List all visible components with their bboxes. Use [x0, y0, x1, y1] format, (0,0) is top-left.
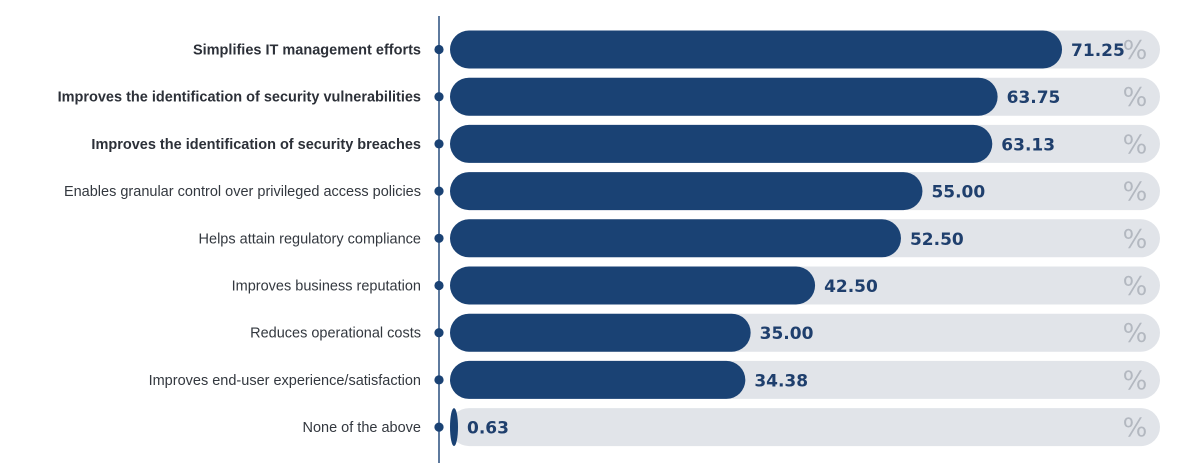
bar-row: Improves end-user experience/satisfactio…: [149, 361, 1160, 399]
bar-row: Helps attain regulatory compliance 52.50%: [199, 219, 1160, 257]
axis-dot: [434, 92, 443, 101]
bar: [450, 125, 992, 163]
bar: [450, 172, 922, 210]
percent-symbol: %: [1123, 366, 1148, 396]
value-label: 55.00: [931, 183, 985, 203]
bar: [450, 267, 815, 305]
bar-row: Simplifies IT management efforts 71.25%: [193, 31, 1160, 69]
category-label: None of the above: [302, 420, 421, 436]
bar-row: Reduces operational costs 35.00%: [250, 314, 1160, 352]
category-label: Improves the identification of security …: [58, 90, 421, 106]
percent-symbol: %: [1123, 272, 1148, 302]
percent-symbol: %: [1123, 36, 1148, 66]
bar: [450, 78, 998, 116]
category-label: Helps attain regulatory compliance: [199, 231, 421, 247]
value-label: 34.38: [754, 371, 808, 391]
percent-symbol: %: [1123, 414, 1148, 444]
axis-dot: [434, 234, 443, 243]
bar-row: Improves the identification of security …: [91, 125, 1160, 163]
category-label: Simplifies IT management efforts: [193, 43, 421, 59]
axis-dot: [434, 423, 443, 432]
bar-row: Enables granular control over privileged…: [64, 172, 1160, 210]
percent-symbol: %: [1123, 225, 1148, 255]
bar: [450, 31, 1062, 69]
category-label: Reduces operational costs: [250, 326, 421, 342]
bar-row: None of the above 0.63%: [302, 408, 1160, 446]
percent-symbol: %: [1123, 83, 1148, 113]
bar-row: Improves the identification of security …: [58, 78, 1160, 116]
value-label: 35.00: [760, 324, 814, 344]
value-label: 63.75: [1007, 88, 1061, 108]
value-label: 71.25: [1071, 41, 1125, 61]
axis-dot: [434, 45, 443, 54]
bar: [450, 361, 745, 399]
axis-dot: [434, 375, 443, 384]
value-label: 42.50: [824, 277, 878, 297]
category-label: Improves end-user experience/satisfactio…: [149, 373, 421, 389]
value-label: 0.63: [467, 419, 509, 439]
bar-row: Improves business reputation 42.50%: [232, 267, 1160, 305]
bar-track: [450, 408, 1160, 446]
chart-rows: Simplifies IT management efforts 71.25%Im…: [58, 31, 1160, 447]
category-label: Improves business reputation: [232, 279, 421, 295]
axis-dot: [434, 328, 443, 337]
percent-symbol: %: [1123, 319, 1148, 349]
value-label: 63.13: [1001, 135, 1055, 155]
axis-dot: [434, 139, 443, 148]
category-label: Improves the identification of security …: [91, 137, 421, 153]
bar: [450, 219, 901, 257]
axis-dot: [434, 187, 443, 196]
bar: [450, 408, 458, 446]
percent-symbol: %: [1123, 178, 1148, 208]
axis-dot: [434, 281, 443, 290]
category-label: Enables granular control over privileged…: [64, 184, 421, 200]
bar: [450, 314, 751, 352]
percent-symbol: %: [1123, 130, 1148, 160]
value-label: 52.50: [910, 230, 964, 250]
